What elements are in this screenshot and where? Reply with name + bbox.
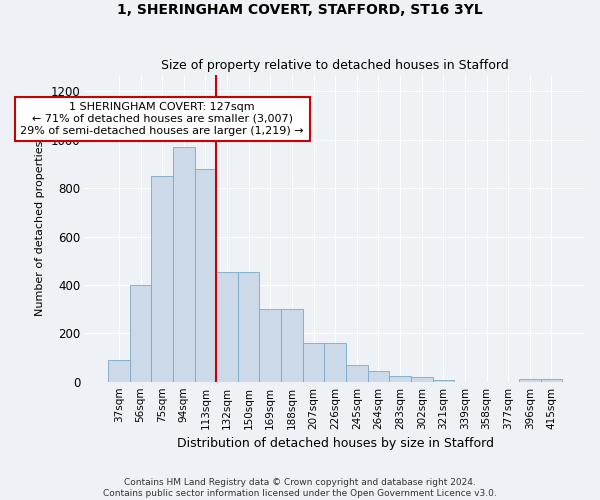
Bar xyxy=(346,365,368,382)
Bar xyxy=(541,380,562,382)
Text: Contains HM Land Registry data © Crown copyright and database right 2024.
Contai: Contains HM Land Registry data © Crown c… xyxy=(103,478,497,498)
Bar xyxy=(325,343,346,382)
Y-axis label: Number of detached properties: Number of detached properties xyxy=(35,140,45,316)
Bar xyxy=(194,169,216,382)
Text: 1, SHERINGHAM COVERT, STAFFORD, ST16 3YL: 1, SHERINGHAM COVERT, STAFFORD, ST16 3YL xyxy=(117,2,483,16)
Bar xyxy=(368,371,389,382)
Bar xyxy=(303,343,325,382)
Bar xyxy=(259,309,281,382)
Bar xyxy=(151,176,173,382)
Bar xyxy=(173,147,194,382)
Title: Size of property relative to detached houses in Stafford: Size of property relative to detached ho… xyxy=(161,59,509,72)
Bar xyxy=(130,285,151,382)
Bar xyxy=(411,377,433,382)
Bar xyxy=(389,376,411,382)
Bar xyxy=(108,360,130,382)
Bar xyxy=(433,380,454,382)
Bar xyxy=(519,380,541,382)
Text: 1 SHERINGHAM COVERT: 127sqm
← 71% of detached houses are smaller (3,007)
29% of : 1 SHERINGHAM COVERT: 127sqm ← 71% of det… xyxy=(20,102,304,136)
Bar xyxy=(216,272,238,382)
X-axis label: Distribution of detached houses by size in Stafford: Distribution of detached houses by size … xyxy=(176,437,494,450)
Bar xyxy=(281,309,303,382)
Bar xyxy=(238,272,259,382)
